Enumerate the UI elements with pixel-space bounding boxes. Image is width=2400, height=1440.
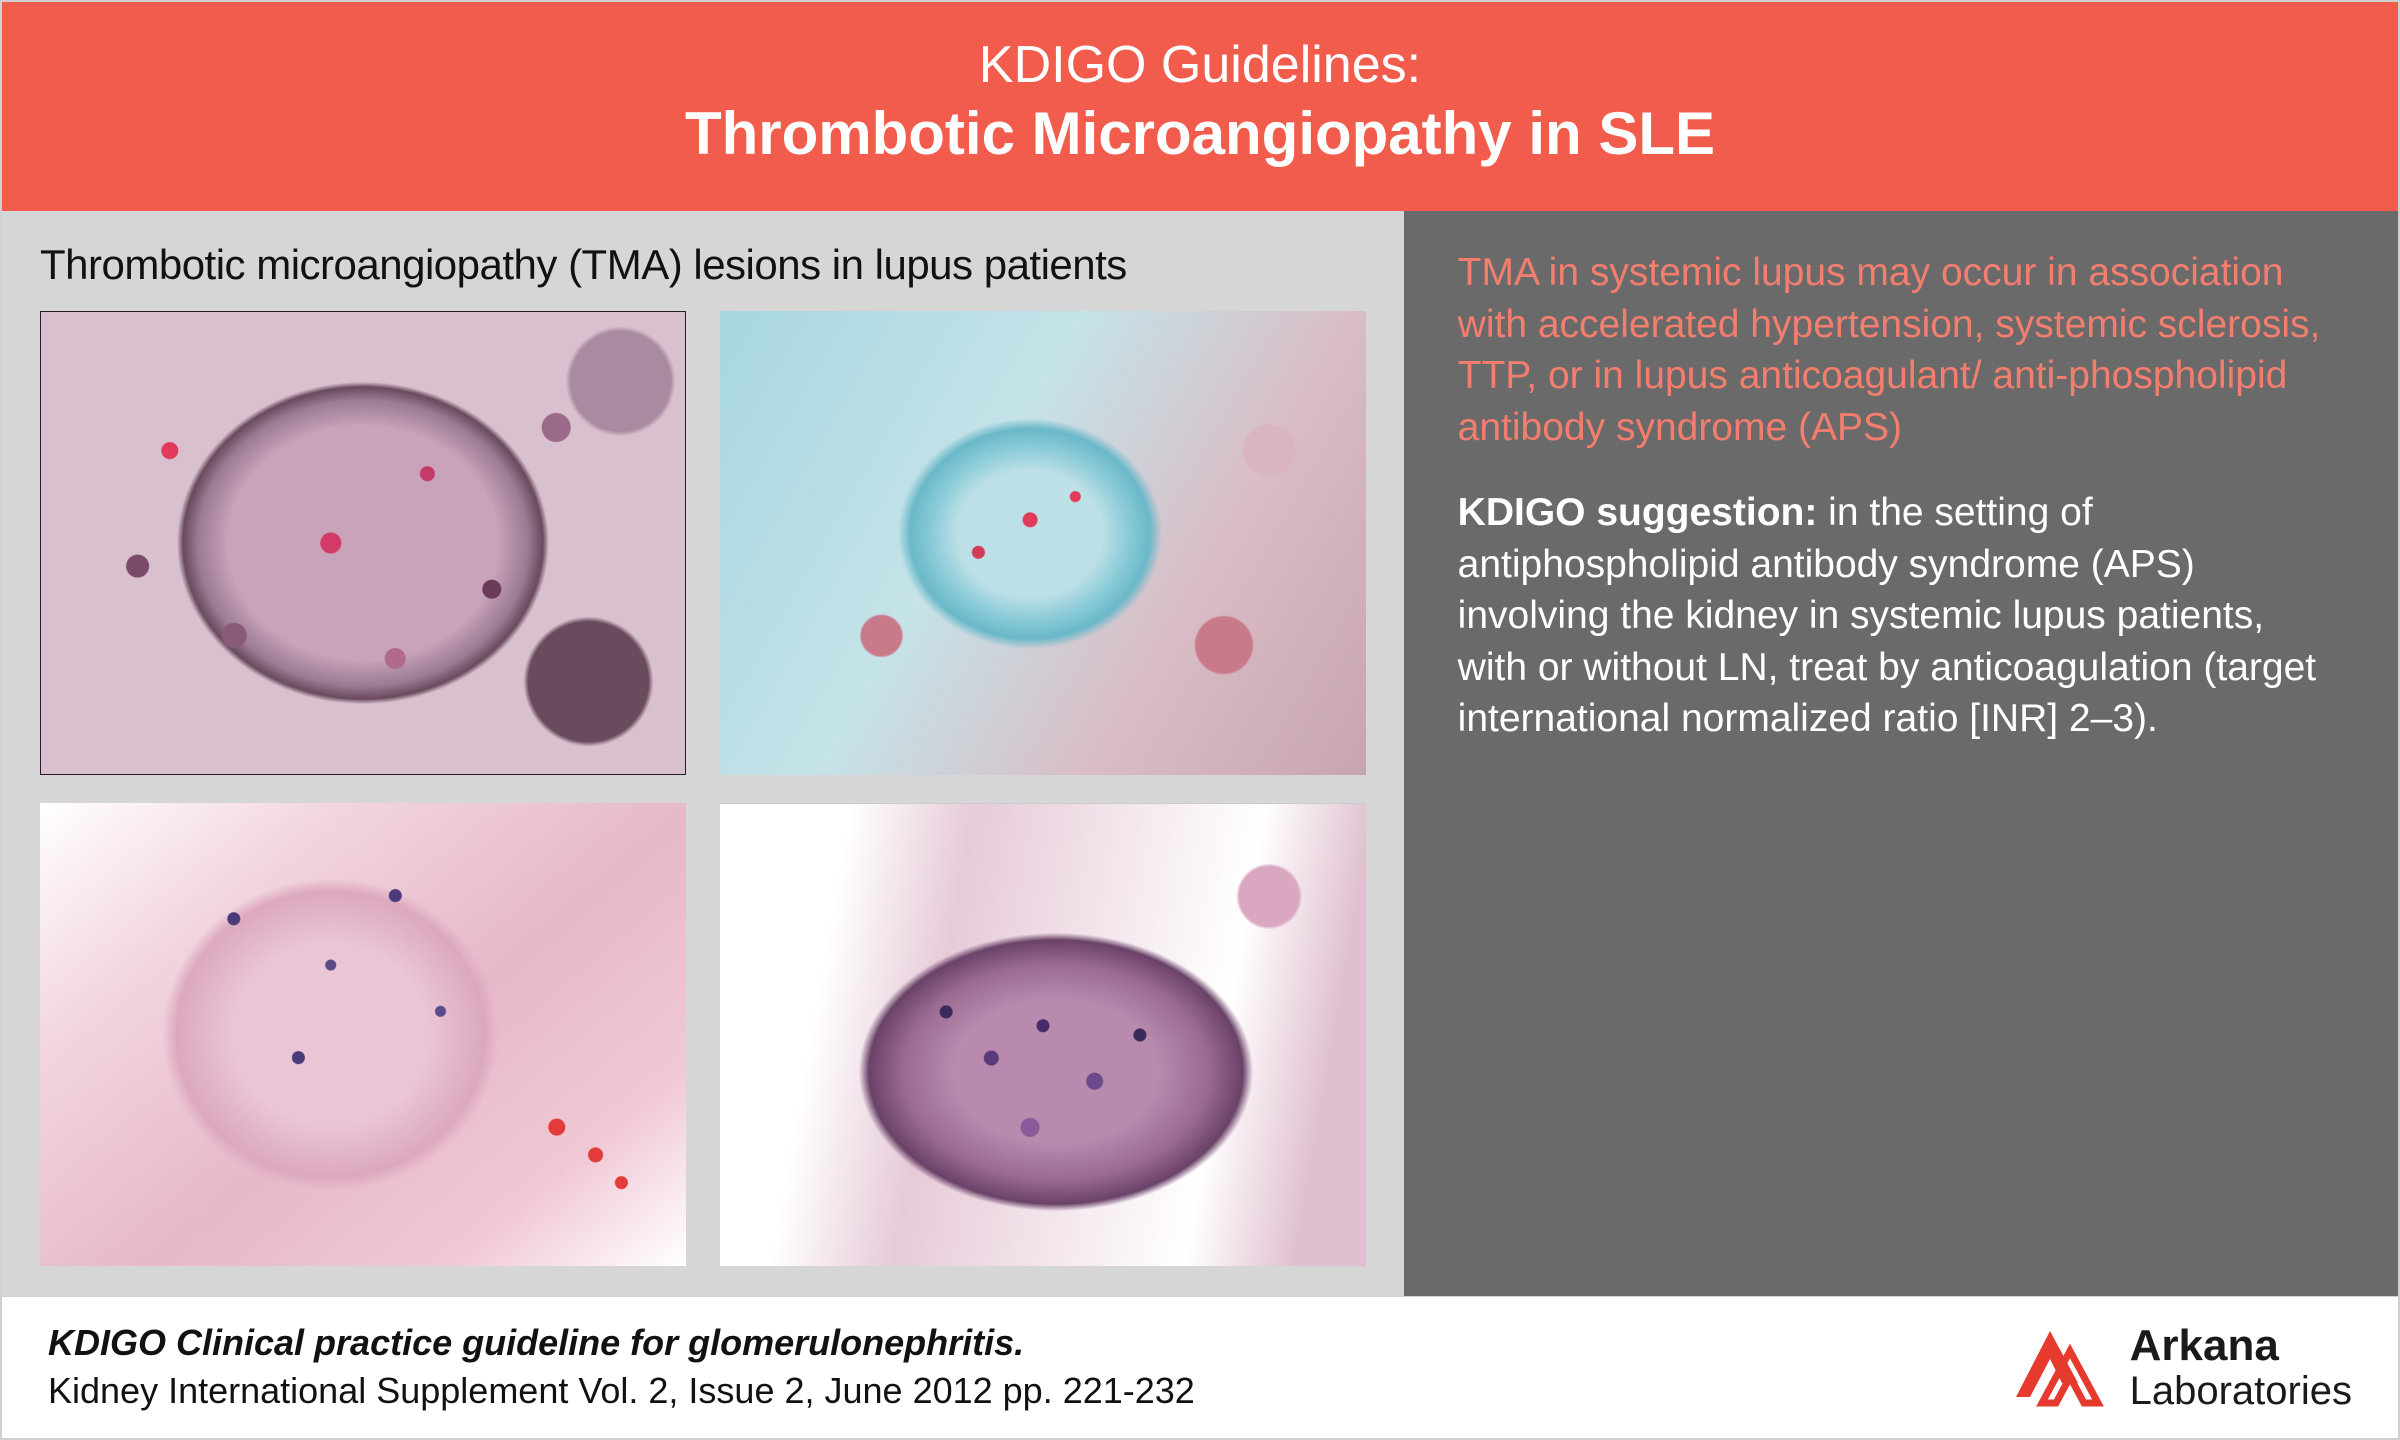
header-title: Thrombotic Microangiopathy in SLE xyxy=(22,96,2378,171)
left-heading: Thrombotic microangiopathy (TMA) lesions… xyxy=(40,241,1366,289)
histology-image-1 xyxy=(40,311,686,774)
histology-image-2 xyxy=(720,311,1366,774)
footer-bar: KDIGO Clinical practice guideline for gl… xyxy=(2,1296,2398,1438)
header-subtitle: KDIGO Guidelines: xyxy=(22,34,2378,96)
suggestion-paragraph: KDIGO suggestion: in the setting of anti… xyxy=(1458,487,2344,744)
highlight-paragraph: TMA in systemic lupus may occur in assoc… xyxy=(1458,247,2344,453)
histology-image-3 xyxy=(40,803,686,1266)
histology-image-grid xyxy=(40,311,1366,1265)
logo: Arkana Laboratories xyxy=(2016,1323,2352,1411)
citation-title: KDIGO Clinical practice guideline for gl… xyxy=(48,1322,1024,1363)
header-banner: KDIGO Guidelines: Thrombotic Microangiop… xyxy=(2,2,2398,211)
citation-source: Kidney International Supplement Vol. 2, … xyxy=(48,1370,1195,1411)
logo-mark-icon xyxy=(2016,1323,2112,1411)
logo-line2: Laboratories xyxy=(2130,1370,2352,1412)
citation-block: KDIGO Clinical practice guideline for gl… xyxy=(48,1319,1195,1416)
right-panel: TMA in systemic lupus may occur in assoc… xyxy=(1404,211,2398,1295)
logo-text: Arkana Laboratories xyxy=(2130,1323,2352,1411)
suggestion-label: KDIGO suggestion: xyxy=(1458,491,1818,534)
left-panel: Thrombotic microangiopathy (TMA) lesions… xyxy=(2,211,1404,1295)
logo-line1: Arkana xyxy=(2130,1323,2352,1369)
infographic-card: KDIGO Guidelines: Thrombotic Microangiop… xyxy=(0,0,2400,1440)
histology-image-4 xyxy=(720,803,1366,1266)
body-row: Thrombotic microangiopathy (TMA) lesions… xyxy=(2,211,2398,1295)
